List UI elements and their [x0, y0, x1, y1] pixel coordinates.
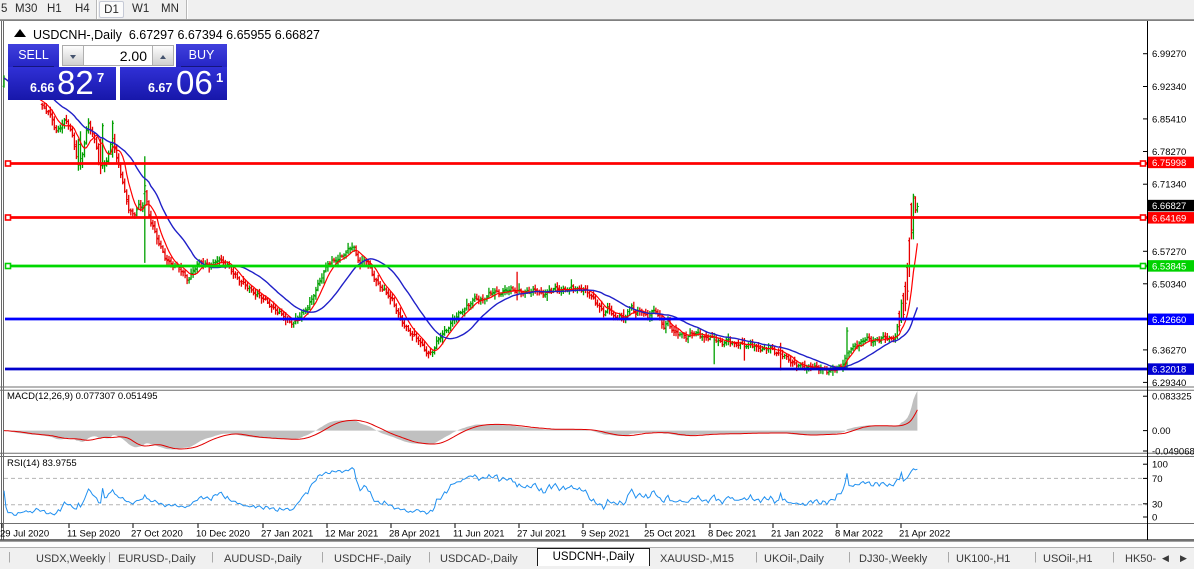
svg-text:21 Jan 2022: 21 Jan 2022	[771, 529, 823, 540]
svg-text:21 Apr 2022: 21 Apr 2022	[899, 529, 950, 540]
svg-text:70: 70	[1152, 474, 1163, 485]
svg-text:6.42660: 6.42660	[1152, 315, 1186, 326]
svg-text:28 Apr 2021: 28 Apr 2021	[389, 529, 440, 540]
svg-text:6.36270: 6.36270	[1152, 345, 1186, 356]
svg-text:12 Mar 2021: 12 Mar 2021	[325, 529, 378, 540]
svg-text:10 Dec 2020: 10 Dec 2020	[196, 529, 250, 540]
svg-text:27 Jan 2021: 27 Jan 2021	[261, 529, 313, 540]
svg-text:9 Sep 2021: 9 Sep 2021	[581, 529, 630, 540]
svg-text:6.53845: 6.53845	[1152, 261, 1186, 272]
svg-text:25 Oct 2021: 25 Oct 2021	[644, 529, 696, 540]
svg-text:6.75998: 6.75998	[1152, 158, 1186, 169]
svg-text:0.00: 0.00	[1152, 426, 1171, 437]
svg-text:6.32018: 6.32018	[1152, 365, 1186, 376]
svg-text:27 Oct 2020: 27 Oct 2020	[131, 529, 183, 540]
svg-text:6.66827: 6.66827	[1152, 201, 1186, 212]
svg-text:11 Jun 2021: 11 Jun 2021	[453, 529, 505, 540]
svg-text:USDCNH-,Daily 6.67297 6.67394: USDCNH-,Daily 6.67297 6.67394 6.65955 6.…	[33, 28, 320, 42]
svg-text:6.85410: 6.85410	[1152, 114, 1186, 125]
svg-text:0.083325: 0.083325	[1152, 392, 1192, 403]
svg-text:6.92340: 6.92340	[1152, 82, 1186, 93]
svg-text:RSI(14) 83.9755: RSI(14) 83.9755	[7, 458, 77, 469]
svg-text:6.71340: 6.71340	[1152, 180, 1186, 191]
svg-text:11 Sep 2020: 11 Sep 2020	[67, 529, 120, 540]
svg-text:8 Mar 2022: 8 Mar 2022	[835, 529, 883, 540]
svg-text:6.64169: 6.64169	[1152, 213, 1186, 224]
svg-text:100: 100	[1152, 460, 1168, 471]
svg-text:6.50340: 6.50340	[1152, 279, 1186, 290]
svg-text:27 Jul 2021: 27 Jul 2021	[517, 529, 566, 540]
svg-text:29 Jul 2020: 29 Jul 2020	[0, 529, 49, 540]
svg-text:6.78270: 6.78270	[1152, 147, 1186, 158]
svg-text:MACD(12,26,9) 0.077307 0.05149: MACD(12,26,9) 0.077307 0.051495	[7, 391, 158, 402]
svg-text:-0.049068: -0.049068	[1152, 447, 1194, 458]
svg-text:30: 30	[1152, 499, 1163, 510]
svg-text:0: 0	[1152, 513, 1157, 524]
svg-text:8 Dec 2021: 8 Dec 2021	[708, 529, 757, 540]
svg-text:6.29340: 6.29340	[1152, 378, 1186, 389]
svg-text:6.99270: 6.99270	[1152, 49, 1186, 60]
svg-text:6.57270: 6.57270	[1152, 247, 1186, 258]
